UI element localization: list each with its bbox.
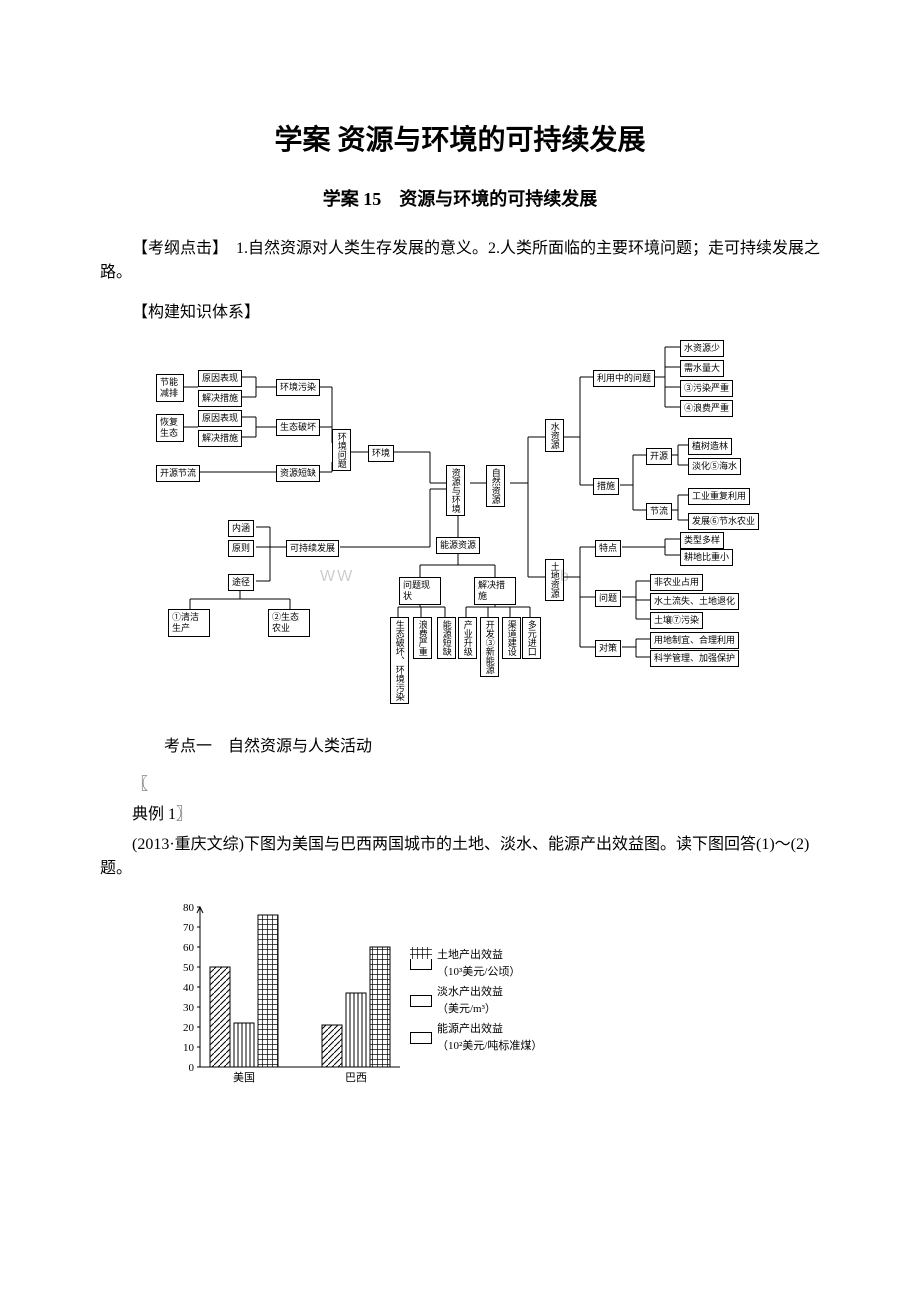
node-prob: 问题现状 [399,577,441,605]
svg-text:60: 60 [183,942,195,954]
node-w7: 工业重复利用 [688,488,750,505]
node-eco: ②生态农业 [268,609,310,637]
node-sustain: 可持续发展 [286,540,339,557]
node-hf: 恢复生态 [156,414,184,442]
node-solve: 解决措施 [474,577,516,605]
legend-swatch [410,958,432,970]
node-ecobreak: 生态破坏 [276,419,320,436]
node-l5: 土壤⑦污染 [650,612,703,629]
node-w3: ③污染严重 [680,380,733,397]
node-wsave: 节流 [646,503,672,520]
svg-text:20: 20 [183,1022,195,1034]
node-w4: ④浪费严重 [680,400,733,417]
legend-row: 能源产出效益（10²美元/吨标准煤） [410,1021,542,1054]
node-b4: 开发③新能源 [480,617,499,677]
node-envprob: 环境问题 [332,429,351,471]
svg-text:50: 50 [183,962,195,974]
node-l4: 水土流失、土地退化 [650,593,739,610]
page-subtitle: 学案 15 资源与环境的可持续发展 [100,186,820,213]
node-jn: 节能减排 [156,374,184,402]
node-b5: 产业升级 [458,617,477,659]
legend-swatch [410,995,432,1007]
knowledge-diagram: 资源与环境 自然资源 环境 环境问题 环境污染 生态破坏 资源短缺 原因表现 解… [150,337,770,707]
node-biao2: 原因表现 [198,410,242,427]
node-meaning: 内涵 [228,520,254,537]
chart-legend: 土地产出效益（10³美元/公顷） 淡水产出效益（美元/m³） 能源产出效益（10²美… [410,947,542,1058]
node-w2: 需水量大 [680,360,724,377]
watermark-1: WW [320,565,354,589]
node-natural-resource: 自然资源 [486,465,505,507]
svg-text:美国: 美国 [233,1071,255,1084]
legend-text: 能源产出效益（10²美元/吨标准煤） [437,1021,542,1054]
svg-text:40: 40 [183,982,195,994]
node-envpoll: 环境污染 [276,379,320,396]
node-b3: 能源短缺 [437,617,456,659]
node-resshort: 资源短缺 [276,465,320,482]
node-w5: 植树造林 [688,438,732,455]
node-w6: 淡化⑤海水 [688,458,741,475]
node-w1: 水资源少 [680,340,724,357]
node-l2: 耕地比重小 [680,549,733,566]
node-b1: 生态破坏、环境污染 [390,617,409,704]
node-ky: 开源节流 [156,465,200,482]
knowledge-label: 【构建知识体系】 [100,301,820,325]
svg-text:10: 10 [183,1042,195,1054]
page-title: 学案 资源与环境的可持续发展 [100,120,820,162]
node-wuse: 利用中的问题 [593,370,655,387]
node-l6: 用地制宜、合理利用 [650,632,739,649]
legend-row: 淡水产出效益（美元/m³） [410,984,542,1017]
example-label: 典例 1〗 [100,803,820,827]
node-jiejue2: 解决措施 [198,430,242,447]
node-env: 环境 [368,445,394,462]
intro-paragraph: 【考纲点击】 1.自然资源对人类生存发展的意义。2.人类所面临的主要环境问题；走… [100,237,820,285]
node-lmeas: 对策 [595,640,621,657]
svg-text:0: 0 [189,1062,195,1074]
node-wopen: 开源 [646,448,672,465]
node-principle: 原则 [228,540,254,557]
node-b2: 浪费严重 [413,617,432,659]
node-b6: 渠道建设 [502,617,521,659]
svg-text:80: 80 [183,902,195,914]
node-l7: 科学管理、加强保护 [650,650,739,667]
node-biao1: 原因表现 [198,370,242,387]
node-b7: 多元进口 [522,617,541,659]
node-clean: ①清洁生产 [168,609,210,637]
watermark-2: b [560,565,571,589]
node-w8: 发展⑥节水农业 [688,513,759,530]
svg-text:70: 70 [183,922,195,934]
legend-swatch [410,1032,432,1044]
node-jiejue1: 解决措施 [198,390,242,407]
svg-text:巴西: 巴西 [345,1072,367,1084]
node-lprob: 问题 [595,590,621,607]
node-water: 水资源 [545,419,564,452]
node-energy: 能源资源 [436,537,480,554]
node-l1: 类型多样 [680,532,724,549]
legend-text: 淡水产出效益（美元/m³） [437,984,503,1017]
node-center: 资源与环境 [446,465,465,516]
kaodian-heading: 考点一 自然资源与人类活动 [100,735,820,759]
node-l3: 非农业占用 [650,574,703,591]
example-text: (2013·重庆文综)下图为美国与巴西两国城市的土地、淡水、能源产出效益图。读下… [100,833,820,881]
svg-text:30: 30 [183,1002,195,1014]
bracket-open: 〖 [100,773,820,797]
node-wmeasure: 措施 [593,478,619,495]
node-lfeat: 特点 [595,540,621,557]
node-route: 途径 [228,574,254,591]
legend-text: 土地产出效益（10³美元/公顷） [437,947,520,980]
bar-chart: 0 10 20 30 40 50 60 70 80 美国 巴西 土地产出效益（10³美元/公顷） 淡水… [160,897,620,1097]
